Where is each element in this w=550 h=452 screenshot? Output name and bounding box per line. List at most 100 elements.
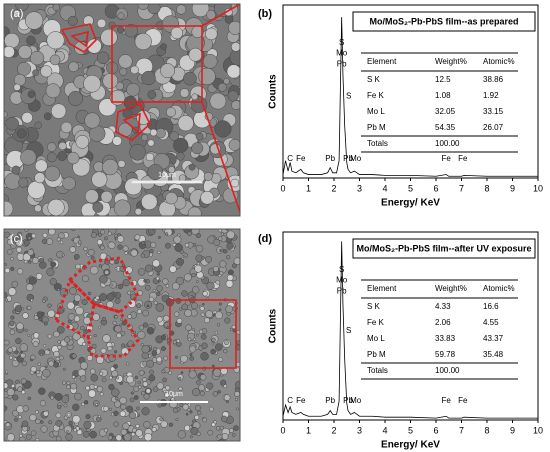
table-cell: 4.55 — [483, 318, 499, 327]
grain — [156, 285, 163, 292]
grain — [183, 71, 197, 86]
grain — [113, 421, 119, 427]
grain — [210, 172, 222, 184]
grain — [38, 317, 42, 321]
grain — [9, 355, 13, 360]
grain — [114, 297, 121, 304]
grain — [112, 136, 122, 146]
grain — [98, 232, 103, 237]
x-tick-label: 4 — [382, 425, 387, 435]
grain — [61, 395, 70, 404]
table-cell: 2.06 — [435, 318, 451, 327]
table-cell: 16.6 — [483, 302, 499, 311]
grain — [161, 369, 166, 374]
grain — [48, 258, 53, 263]
grain — [16, 246, 23, 253]
grain — [12, 235, 20, 243]
grain — [218, 302, 223, 306]
grain — [35, 418, 41, 425]
grain — [73, 294, 82, 302]
grain — [168, 370, 172, 375]
grain — [149, 369, 155, 375]
grain — [225, 279, 234, 288]
grain — [62, 380, 67, 385]
grain — [44, 165, 61, 182]
grain — [52, 4, 60, 11]
grain — [165, 284, 170, 288]
grain — [47, 348, 51, 351]
grain — [31, 233, 37, 239]
grain — [62, 367, 66, 371]
grain — [40, 352, 43, 356]
grain — [4, 231, 10, 238]
grain — [166, 107, 176, 118]
grain — [67, 15, 78, 26]
grain — [5, 370, 9, 374]
grain — [224, 317, 231, 324]
grain — [46, 238, 53, 245]
grain — [178, 386, 183, 391]
grain — [226, 274, 234, 281]
grain — [151, 350, 158, 356]
grain — [137, 380, 142, 385]
grain — [189, 356, 194, 361]
grain — [223, 77, 230, 85]
peak-label: Mo — [350, 154, 362, 163]
grain — [159, 417, 163, 421]
grain — [63, 403, 68, 408]
grain — [156, 272, 160, 276]
x-tick-label: 1 — [306, 425, 311, 435]
grain — [136, 303, 142, 309]
table-cell: S K — [367, 75, 381, 84]
grain — [63, 336, 71, 343]
grain — [26, 35, 36, 46]
grain — [167, 166, 176, 174]
grain — [99, 275, 108, 284]
grain — [129, 144, 146, 161]
grain — [55, 356, 60, 362]
grain — [151, 426, 157, 432]
grain — [49, 54, 61, 66]
panel-label: (c) — [10, 233, 23, 245]
grain — [195, 380, 201, 385]
grain — [164, 392, 170, 398]
grain — [137, 309, 142, 314]
grain — [34, 121, 42, 130]
grain — [18, 177, 29, 188]
grain — [35, 273, 43, 280]
grain — [21, 360, 27, 366]
x-tick-label: 9 — [510, 183, 515, 193]
grain — [233, 257, 240, 265]
grain — [107, 346, 113, 352]
peak-label: Fe — [458, 396, 468, 405]
grain — [172, 407, 179, 414]
grain — [179, 88, 190, 98]
grain — [66, 430, 69, 433]
grain — [204, 317, 210, 324]
grain — [185, 324, 192, 331]
grain — [147, 90, 157, 100]
grain — [103, 428, 108, 433]
grain — [99, 245, 105, 251]
grain — [190, 426, 199, 435]
grain — [32, 340, 39, 347]
grain — [5, 298, 9, 302]
grain — [101, 316, 107, 322]
grain — [226, 255, 231, 260]
grain — [185, 412, 189, 416]
grain — [194, 264, 203, 273]
grain — [152, 288, 156, 292]
grain — [4, 32, 20, 49]
grain — [93, 384, 98, 389]
grain — [142, 377, 147, 382]
table-cell: 35.48 — [483, 350, 504, 359]
grain — [140, 240, 146, 245]
table-header: Atomic% — [483, 284, 515, 293]
grain — [4, 339, 10, 346]
grain — [114, 325, 122, 333]
grain — [148, 229, 156, 236]
x-tick-label: 7 — [459, 425, 464, 435]
grain — [122, 279, 130, 287]
grain — [218, 236, 223, 241]
grain — [140, 342, 144, 347]
